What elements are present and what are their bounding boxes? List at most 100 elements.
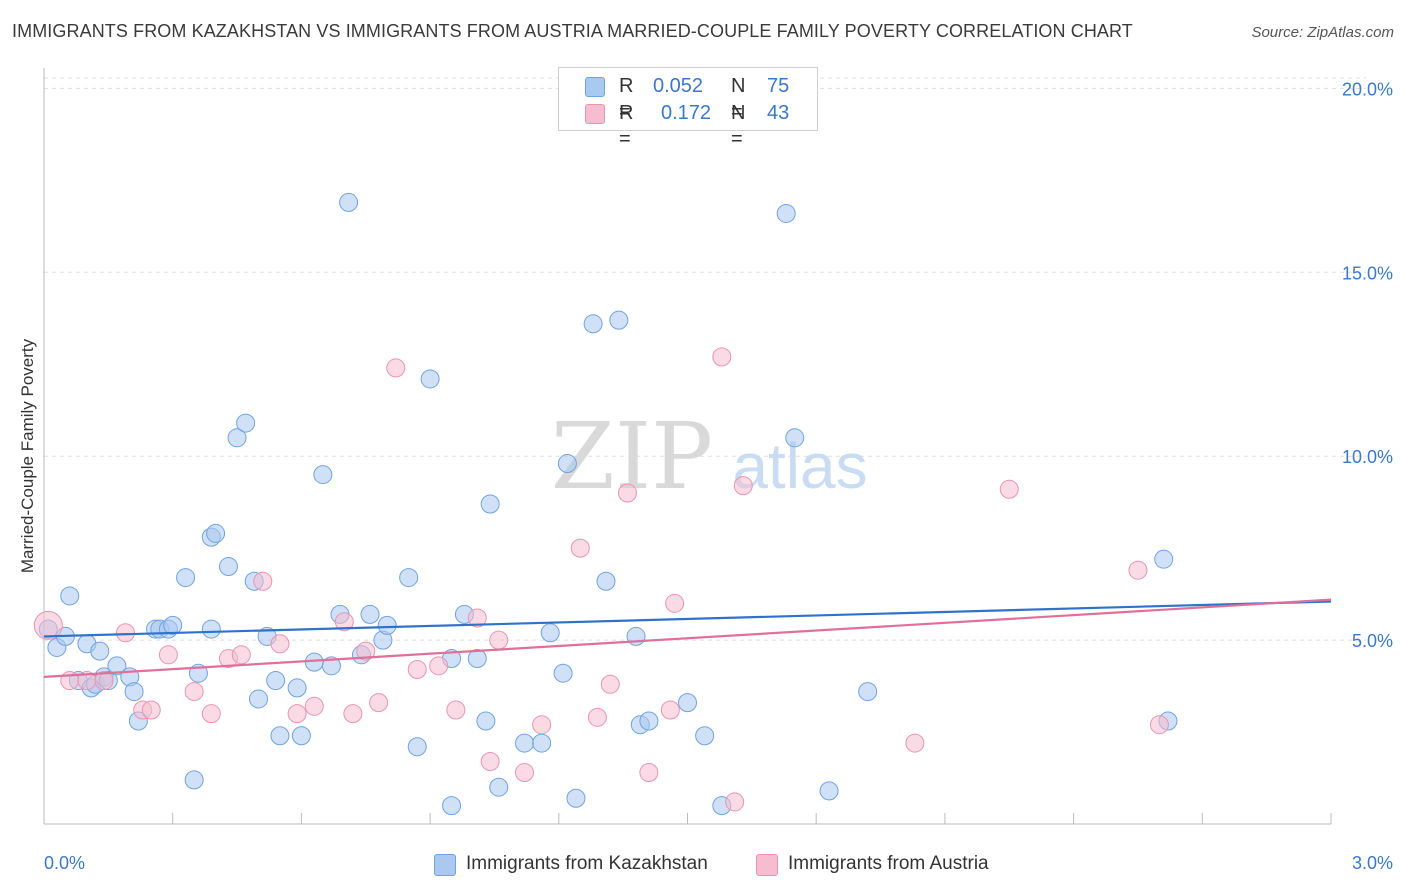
point-austria — [480, 751, 500, 771]
y-tick-label: 5.0% — [1352, 631, 1393, 651]
point-austria — [467, 608, 487, 628]
bottom-legend-label-kazakhstan: Immigrants from Kazakhstan — [466, 853, 708, 874]
legend-r-value: 0.052 — [653, 75, 704, 97]
point-austria — [999, 479, 1019, 499]
point-austria — [725, 792, 745, 812]
point-kazakhstan — [858, 682, 878, 702]
point-austria — [231, 645, 251, 665]
legend-swatch-kazakhstan — [585, 77, 605, 97]
point-kazakhstan — [467, 648, 487, 668]
point-austria — [94, 671, 114, 691]
bottom-legend-kazakhstan: Immigrants from Kazakhstan — [434, 852, 734, 876]
point-kazakhstan — [583, 314, 603, 334]
point-kazakhstan — [476, 711, 496, 731]
point-austria — [532, 715, 552, 735]
point-kazakhstan — [249, 689, 268, 709]
point-austria — [587, 707, 607, 727]
point-kazakhstan — [678, 693, 697, 713]
legend-n-value: 75 — [767, 75, 790, 97]
point-kazakhstan — [90, 641, 110, 661]
correlation-legend: R = 0.052 N = 75 R = 0.172 N = 43 — [558, 67, 818, 150]
bottom-legend-austria: Immigrants from Austria — [756, 852, 1036, 876]
point-kazakhstan — [596, 571, 616, 591]
point-kazakhstan — [360, 604, 380, 624]
point-kazakhstan — [176, 568, 196, 588]
tick-labels: 5.0% 10.0% 15.0% 20.0% 0.0% 3.0% — [44, 79, 1393, 873]
point-kazakhstan — [695, 726, 715, 746]
point-kazakhstan — [236, 413, 256, 433]
data-points — [33, 192, 1178, 816]
point-austria — [639, 763, 659, 783]
point-kazakhstan — [514, 733, 534, 753]
point-kazakhstan — [1154, 549, 1174, 569]
trend-lines — [43, 598, 1332, 678]
point-austria — [287, 704, 307, 724]
point-austria — [407, 660, 427, 680]
legend-r-label: R = — [619, 102, 634, 150]
point-austria — [33, 610, 63, 640]
point-kazakhstan — [553, 663, 573, 683]
point-kazakhstan — [532, 733, 552, 753]
point-kazakhstan — [442, 796, 462, 816]
point-austria — [356, 641, 376, 661]
source-label: Source: ZipAtlas.com — [1251, 24, 1394, 41]
point-kazakhstan — [227, 428, 247, 448]
point-kazakhstan — [420, 369, 440, 389]
point-kazakhstan — [377, 615, 397, 635]
point-kazakhstan — [489, 777, 509, 797]
point-austria — [1149, 715, 1169, 735]
point-austria — [1128, 560, 1148, 580]
trend-line-kazakhstan — [43, 600, 1332, 638]
point-kazakhstan — [407, 737, 427, 757]
point-kazakhstan — [540, 623, 560, 643]
bottom-legend-swatch-austria — [756, 854, 778, 876]
point-kazakhstan — [291, 726, 311, 746]
point-kazakhstan — [107, 656, 127, 676]
point-austria — [617, 483, 637, 503]
point-kazakhstan — [266, 671, 286, 691]
point-kazakhstan — [480, 494, 500, 514]
point-austria — [600, 674, 620, 694]
point-kazakhstan — [321, 656, 341, 676]
point-austria — [184, 682, 204, 702]
legend-n-label: N = — [731, 75, 746, 123]
bottom-legend-label-austria: Immigrants from Austria — [788, 853, 989, 874]
point-austria — [660, 700, 680, 720]
point-austria — [570, 538, 590, 558]
y-tick-label: 20.0% — [1342, 79, 1393, 99]
point-kazakhstan — [399, 568, 419, 588]
point-kazakhstan — [270, 726, 290, 746]
point-austria — [141, 700, 161, 720]
trend-line-austria — [43, 598, 1332, 678]
point-austria — [270, 634, 290, 654]
point-kazakhstan — [287, 678, 307, 698]
point-austria — [665, 593, 685, 613]
bottom-legend-swatch-kazakhstan — [434, 854, 456, 876]
point-kazakhstan — [124, 682, 144, 702]
point-austria — [253, 571, 273, 591]
y-tick-label: 10.0% — [1342, 447, 1393, 467]
point-kazakhstan — [218, 557, 238, 577]
legend-r-value: 0.172 — [661, 102, 712, 124]
point-austria — [733, 476, 753, 496]
point-austria — [334, 612, 354, 632]
point-austria — [116, 623, 136, 643]
point-austria — [446, 700, 466, 720]
point-kazakhstan — [819, 781, 839, 801]
point-kazakhstan — [304, 652, 324, 672]
watermark: ZIP atlas — [551, 403, 868, 510]
point-kazakhstan — [60, 586, 80, 606]
point-austria — [429, 656, 449, 676]
point-kazakhstan — [201, 619, 221, 639]
x-tick-label: 3.0% — [1352, 853, 1393, 873]
point-kazakhstan — [609, 310, 629, 330]
point-austria — [514, 763, 534, 783]
point-austria — [905, 733, 925, 753]
legend-r-label: R = — [619, 75, 634, 123]
legend-n-value: 43 — [767, 102, 790, 124]
point-austria — [343, 704, 363, 724]
x-tick-label: 0.0% — [44, 853, 85, 873]
axes — [43, 68, 1332, 825]
point-austria — [369, 693, 389, 713]
